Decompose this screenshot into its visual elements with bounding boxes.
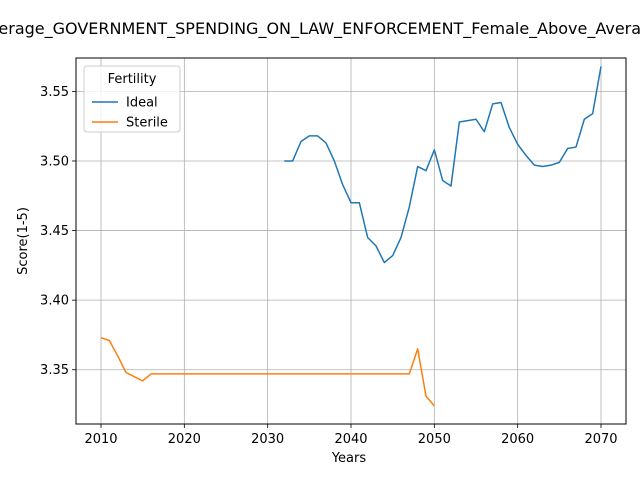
legend-entries: Ideal Sterile bbox=[92, 96, 168, 131]
x-tick-label: 2020 bbox=[168, 432, 201, 447]
y-tick-label: 3.35 bbox=[40, 363, 69, 378]
series-line-ideal bbox=[284, 66, 602, 264]
y-axis-label: Score(1-5) bbox=[16, 207, 31, 275]
legend-box bbox=[83, 65, 181, 133]
x-axis-label: Years bbox=[331, 451, 367, 466]
x-tick-label: 2060 bbox=[501, 432, 534, 447]
x-axis-ticks: 2010 2020 2030 2040 2050 2060 2070 bbox=[84, 424, 618, 447]
y-tick-label: 3.55 bbox=[40, 85, 69, 100]
series-layer bbox=[100, 66, 602, 407]
x-tick-label: 2070 bbox=[584, 432, 617, 447]
y-tick-label: 3.45 bbox=[40, 224, 69, 239]
y-tick-label: 3.40 bbox=[40, 294, 69, 309]
x-tick-label: 2010 bbox=[84, 432, 117, 447]
legend: Fertility Ideal Sterile bbox=[83, 65, 181, 133]
legend-label-sterile: Sterile bbox=[126, 116, 168, 131]
chart-title: Average_GOVERNMENT_SPENDING_ON_LAW_ENFOR… bbox=[0, 19, 640, 39]
series-line-sterile bbox=[100, 337, 435, 407]
x-tick-label: 2030 bbox=[251, 432, 284, 447]
y-tick-label: 3.50 bbox=[40, 154, 69, 169]
y-axis-ticks: 3.35 3.40 3.45 3.50 3.55 bbox=[40, 85, 76, 378]
x-tick-label: 2050 bbox=[418, 432, 451, 447]
legend-label-ideal: Ideal bbox=[126, 96, 158, 111]
x-tick-label: 2040 bbox=[334, 432, 367, 447]
legend-title: Fertility bbox=[108, 72, 157, 87]
